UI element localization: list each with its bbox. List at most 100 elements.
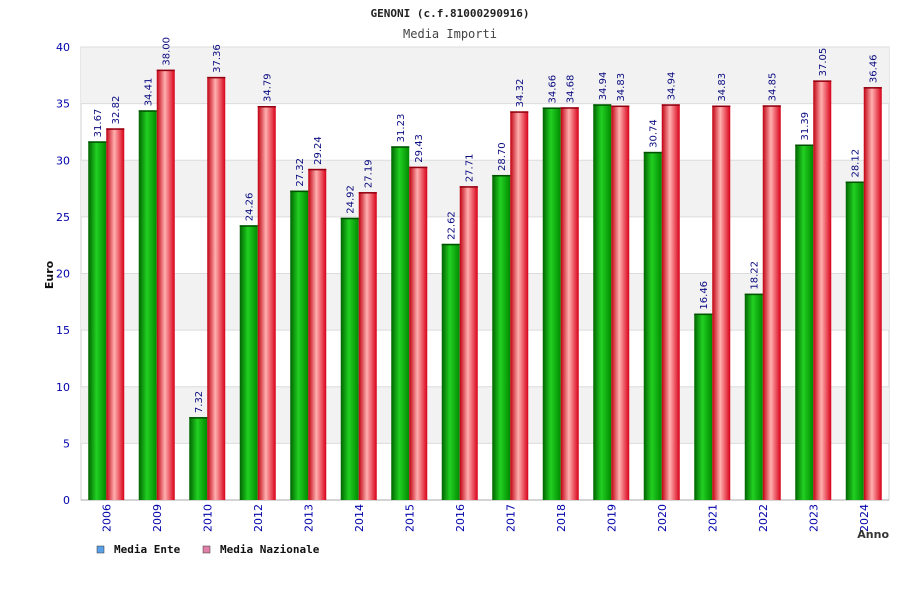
bar-media-ente-top xyxy=(744,293,763,296)
value-label: 27.19 xyxy=(364,159,375,188)
chart-subtitle: Media Importi xyxy=(403,27,497,41)
bar-media-ente-top xyxy=(593,104,612,106)
bar-media-nazionale-top xyxy=(459,186,478,188)
y-tick-label: 15 xyxy=(56,324,70,337)
bar-media-nazionale xyxy=(156,69,175,501)
value-label: 34.32 xyxy=(515,79,526,108)
value-label: 34.41 xyxy=(144,78,155,107)
value-labels: 31.67 32.82 34.41 38.00 7.32 37.36 24.26 34.79 2… xyxy=(93,37,880,413)
value-label: 24.26 xyxy=(245,193,256,222)
bar-media-ente xyxy=(340,217,359,500)
value-label: 37.36 xyxy=(212,44,223,73)
value-label: 31.39 xyxy=(800,112,811,141)
bar-media-nazionale-top xyxy=(762,105,781,107)
x-tick-label: 2023 xyxy=(807,504,820,532)
value-label: 34.83 xyxy=(616,73,627,102)
bar-media-nazionale-top xyxy=(813,80,832,82)
y-tick-label: 25 xyxy=(56,211,70,224)
bar-media-ente-top xyxy=(340,217,359,220)
bars xyxy=(88,69,882,501)
bar-media-ente-top xyxy=(492,174,511,177)
value-label: 37.05 xyxy=(818,48,829,77)
y-tick-label: 35 xyxy=(56,98,70,111)
bar-media-ente-top xyxy=(189,417,208,419)
value-label: 16.46 xyxy=(699,281,710,310)
y-tick-label: 5 xyxy=(63,437,70,450)
bar-media-ente-top xyxy=(138,110,157,112)
value-label: 22.62 xyxy=(447,211,458,240)
bar-media-nazionale-top xyxy=(308,168,327,171)
bar-media-nazionale-top xyxy=(611,105,630,108)
bar-media-nazionale-top xyxy=(106,128,125,130)
value-label: 18.22 xyxy=(750,261,761,290)
x-tick-label: 2016 xyxy=(454,504,467,532)
y-tick-label: 40 xyxy=(56,41,70,54)
x-axis-label: Anno xyxy=(857,528,889,541)
bar-media-nazionale-top xyxy=(257,106,276,108)
bar-media-nazionale xyxy=(661,104,680,500)
bar-media-nazionale-top xyxy=(510,111,529,113)
bar-media-ente-top xyxy=(290,190,309,193)
value-label: 34.85 xyxy=(768,73,779,102)
bar-media-nazionale-top xyxy=(712,105,731,108)
bar-media-nazionale xyxy=(459,186,478,500)
value-label: 31.67 xyxy=(93,109,104,138)
y-tick-label: 10 xyxy=(56,381,70,394)
bar-media-nazionale-top xyxy=(156,69,175,72)
x-tick-label: 2020 xyxy=(656,504,669,532)
bar-media-ente-top xyxy=(694,313,713,316)
bar-media-ente xyxy=(643,151,662,500)
value-label: 29.24 xyxy=(313,136,324,165)
chart-title: GENONI (c.f.81000290916) xyxy=(371,7,530,20)
bar-media-nazionale xyxy=(409,166,428,500)
bar-media-ente-top xyxy=(391,146,410,148)
x-tick-label: 2015 xyxy=(403,504,416,532)
value-label: 38.00 xyxy=(162,37,173,66)
bar-media-ente xyxy=(239,225,258,500)
x-tick-label: 2022 xyxy=(757,504,770,532)
bar-media-nazionale-top xyxy=(863,87,882,89)
bar-media-ente xyxy=(694,313,713,500)
bar-media-ente xyxy=(138,110,157,500)
legend-label-ente: Media Ente xyxy=(114,543,181,556)
value-label: 27.32 xyxy=(295,158,306,187)
bar-media-nazionale xyxy=(510,111,529,501)
bar-media-nazionale xyxy=(257,106,276,501)
x-tick-label: 2024 xyxy=(858,504,871,532)
x-tick-label: 2014 xyxy=(353,504,366,532)
bar-media-ente-top xyxy=(88,141,107,143)
bar-media-ente xyxy=(795,144,814,501)
bar-media-ente xyxy=(744,293,763,500)
bar-media-ente xyxy=(492,174,511,500)
bar-media-nazionale-top xyxy=(358,192,377,194)
bar-media-ente-top xyxy=(542,107,561,109)
value-label: 34.94 xyxy=(667,72,678,101)
value-label: 28.12 xyxy=(851,149,862,178)
y-tick-label: 0 xyxy=(63,494,70,507)
bar-media-ente xyxy=(290,190,309,500)
y-axis-ticks: 0 5 10 15 20 25 30 35 40 xyxy=(56,41,70,507)
y-tick-label: 20 xyxy=(56,268,70,281)
legend: Media Ente Media Nazionale xyxy=(96,543,320,556)
value-label: 7.32 xyxy=(194,391,205,413)
bar-media-ente xyxy=(391,146,410,500)
bar-media-nazionale-top xyxy=(560,107,579,109)
y-tick-label: 30 xyxy=(56,154,70,167)
value-label: 34.83 xyxy=(717,73,728,102)
value-label: 28.70 xyxy=(497,142,508,171)
bar-media-nazionale-top xyxy=(409,166,428,169)
bar-media-ente-top xyxy=(441,243,460,246)
x-tick-label: 2017 xyxy=(504,504,517,532)
value-label: 34.94 xyxy=(598,72,609,101)
bar-media-nazionale xyxy=(106,128,125,500)
legend-label-nazionale: Media Nazionale xyxy=(220,543,320,556)
x-tick-label: 2009 xyxy=(151,504,164,532)
x-tick-label: 2006 xyxy=(100,504,113,532)
value-label: 32.82 xyxy=(111,96,122,125)
bar-media-nazionale xyxy=(762,105,781,500)
x-tick-label: 2013 xyxy=(302,504,315,532)
bar-media-ente xyxy=(189,417,208,500)
value-label: 27.71 xyxy=(465,154,476,183)
value-label: 34.79 xyxy=(263,73,274,102)
x-tick-label: 2012 xyxy=(252,504,265,532)
